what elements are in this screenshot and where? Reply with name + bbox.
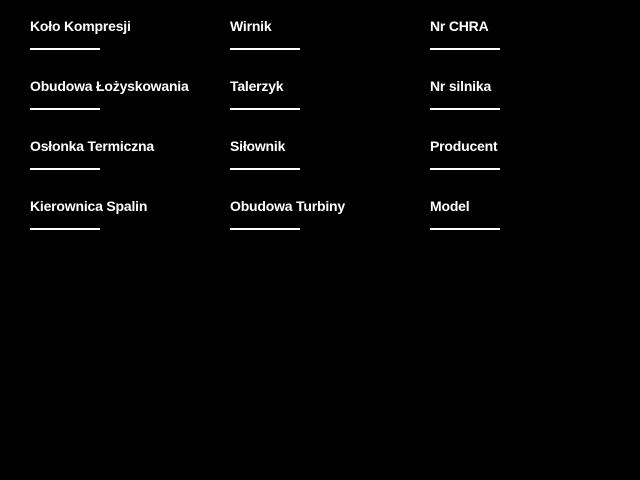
field-input-line-obudowa-turbiny[interactable] bbox=[230, 228, 300, 230]
field-label-kierownica-spalin: Kierownica Spalin bbox=[30, 198, 148, 214]
field-label-model: Model bbox=[430, 198, 470, 214]
field-input-line-kolo-kompresji[interactable] bbox=[30, 48, 100, 50]
field-label-obudowa-lozyskowania: Obudowa Łożyskowania bbox=[30, 78, 189, 94]
field-obudowa-turbiny: Obudowa Turbiny bbox=[230, 199, 420, 230]
field-label-nr-chra: Nr CHRA bbox=[430, 18, 489, 34]
field-kolo-kompresji: Koło Kompresji bbox=[30, 19, 220, 50]
field-label-kolo-kompresji: Koło Kompresji bbox=[30, 18, 131, 34]
field-label-producent: Producent bbox=[430, 138, 498, 154]
field-input-line-oslonka-termiczna[interactable] bbox=[30, 168, 100, 170]
field-label-nr-silnika: Nr silnika bbox=[430, 78, 492, 94]
field-label-talerzyk: Talerzyk bbox=[230, 78, 284, 94]
field-input-line-silownik[interactable] bbox=[230, 168, 300, 170]
field-nr-chra: Nr CHRA bbox=[430, 19, 620, 50]
field-label-oslonka-termiczna: Osłonka Termiczna bbox=[30, 138, 154, 154]
field-input-line-kierownica-spalin[interactable] bbox=[30, 228, 100, 230]
field-label-wirnik: Wirnik bbox=[230, 18, 272, 34]
field-input-line-producent[interactable] bbox=[430, 168, 500, 170]
field-model: Model bbox=[430, 199, 620, 230]
field-label-obudowa-turbiny: Obudowa Turbiny bbox=[230, 198, 345, 214]
field-wirnik: Wirnik bbox=[230, 19, 420, 50]
field-nr-silnika: Nr silnika bbox=[430, 79, 620, 110]
field-input-line-model[interactable] bbox=[430, 228, 500, 230]
field-input-line-talerzyk[interactable] bbox=[230, 108, 300, 110]
field-talerzyk: Talerzyk bbox=[230, 79, 420, 110]
field-obudowa-lozyskowania: Obudowa Łożyskowania bbox=[30, 79, 220, 110]
field-input-line-nr-silnika[interactable] bbox=[430, 108, 500, 110]
field-input-line-obudowa-lozyskowania[interactable] bbox=[30, 108, 100, 110]
field-kierownica-spalin: Kierownica Spalin bbox=[30, 199, 220, 230]
field-input-line-wirnik[interactable] bbox=[230, 48, 300, 50]
field-silownik: Siłownik bbox=[230, 139, 420, 170]
field-input-line-nr-chra[interactable] bbox=[430, 48, 500, 50]
field-oslonka-termiczna: Osłonka Termiczna bbox=[30, 139, 220, 170]
field-producent: Producent bbox=[430, 139, 620, 170]
field-label-silownik: Siłownik bbox=[230, 138, 286, 154]
